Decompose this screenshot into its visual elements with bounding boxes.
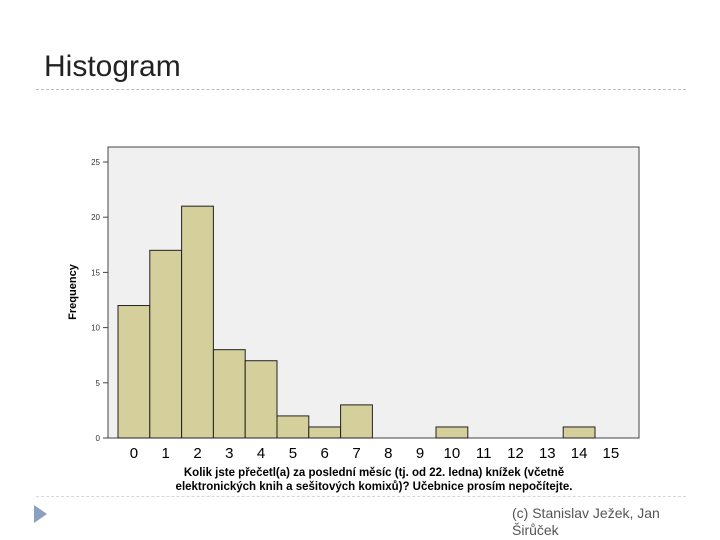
footer-divider xyxy=(36,496,686,497)
histogram-bar xyxy=(244,360,278,439)
histogram-bar xyxy=(149,249,183,439)
x-tick-label: 14 xyxy=(571,445,588,462)
histogram-bar xyxy=(308,426,342,439)
x-tick-label: 9 xyxy=(416,445,424,462)
x-tick-label: 4 xyxy=(257,445,265,462)
x-tick-label: 1 xyxy=(162,445,170,462)
x-tick-label: 0 xyxy=(130,445,138,462)
slide-title: Histogram xyxy=(44,50,181,83)
y-tick-label: 15 xyxy=(91,268,100,277)
x-tick-label: 10 xyxy=(444,445,461,462)
title-divider xyxy=(36,89,686,90)
x-tick-label: 2 xyxy=(193,445,201,462)
y-axis: 0 5 10 15 20 25 xyxy=(91,147,109,443)
histogram-bar xyxy=(181,205,214,439)
x-tick-label: 3 xyxy=(225,445,233,462)
x-tick-label: 5 xyxy=(289,445,297,462)
y-axis-label: Frequency xyxy=(67,263,79,320)
histogram-bar xyxy=(276,415,310,439)
x-axis-label-line: Kolik jste přečetl(a) za poslední měsíc … xyxy=(184,467,564,479)
footer-credit: (c) Stanislav Ježek, Jan Širůček xyxy=(512,505,660,538)
x-tick-label: 13 xyxy=(539,445,556,462)
y-tick-label: 25 xyxy=(91,158,100,167)
x-tick-label: 6 xyxy=(321,445,329,462)
x-axis-label-line: elektronických knih a sešitových komixů)… xyxy=(176,481,573,493)
y-tick-label: 0 xyxy=(96,434,101,443)
histogram-bar xyxy=(212,349,246,439)
x-tick-label: 7 xyxy=(352,445,360,462)
x-tick-label: 15 xyxy=(603,445,620,462)
bars xyxy=(117,205,596,439)
x-tick-label: 12 xyxy=(507,445,524,462)
x-tick-label: 11 xyxy=(476,445,492,462)
bullet-arrow-icon xyxy=(34,505,47,523)
x-axis-label: Kolik jste přečetl(a) za poslední měsíc … xyxy=(176,467,573,493)
y-tick-label: 20 xyxy=(91,213,100,222)
histogram-bar xyxy=(435,426,469,439)
histogram-bar xyxy=(562,426,596,439)
histogram-bar xyxy=(117,305,151,439)
y-tick-label: 10 xyxy=(91,324,100,333)
y-tick-label: 5 xyxy=(96,379,101,388)
histogram-bar xyxy=(340,404,373,439)
x-tick-label: 8 xyxy=(384,445,392,462)
x-axis-ticks: 0 1 2 3 4 5 6 7 8 9 10 11 12 13 14 15 xyxy=(130,445,620,462)
